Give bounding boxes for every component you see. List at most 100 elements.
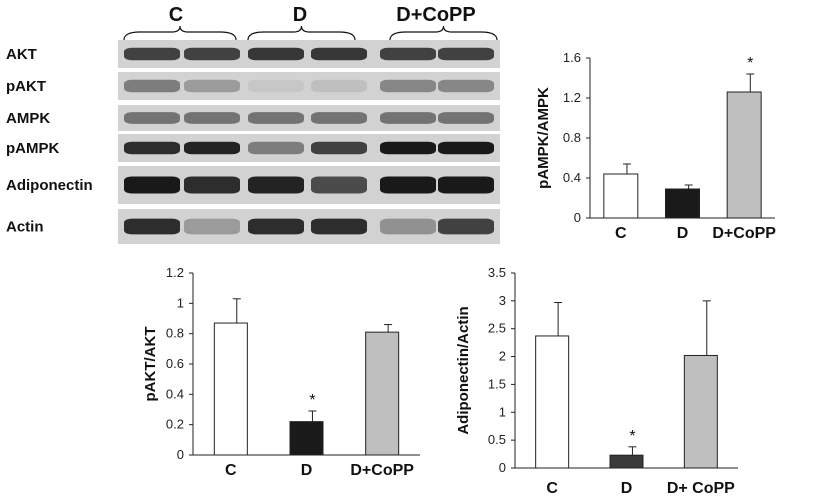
blot-band [311,218,367,235]
blot-band [184,141,240,155]
blot-band [248,79,304,93]
bar-d-copp [365,331,400,456]
y-tick-label: 3.5 [488,265,506,280]
bar-c [213,322,248,456]
blot-row-label: Adiponectin [6,177,93,194]
blot-row-label: AMPK [6,110,50,127]
x-category-label: C [615,225,627,242]
blot-band [184,176,240,194]
blot-band [438,47,494,61]
y-tick-label: 0.8 [166,326,184,341]
blot-band [184,112,240,124]
significance-star: * [629,428,635,445]
blot-band [438,218,494,235]
y-tick-label: 0 [574,210,581,225]
y-tick-label: 0.8 [563,130,581,145]
blot-band [124,141,180,155]
blot-band [184,47,240,61]
blot-band [311,141,367,155]
x-category-label: D [677,225,689,242]
bar-d-copp [683,354,718,469]
y-tick-label: 0 [499,460,506,475]
blot-band [311,47,367,61]
y-tick-label: 0.4 [563,170,581,185]
bar-c [603,173,639,219]
blot-band [124,79,180,93]
y-tick-label: 1.6 [563,50,581,65]
blot-band [380,218,436,235]
blot-row-label: Actin [6,219,44,236]
x-category-label: D+CoPP [712,225,776,242]
group-brace-2 [389,25,498,41]
blot-band [248,112,304,124]
bar-c [535,335,570,469]
blot-band [184,218,240,235]
pakt-akt-chart: 0 0.2 0.4 0.6 0.8 1 1.2 pAKT/AKT C * D D+CoPP [142,265,420,479]
x-category-label: D [621,480,633,497]
y-axis-label: Adiponectin/Actin [455,306,472,434]
x-category-label: D+CoPP [350,462,414,479]
x-category-label: C [225,462,237,479]
y-tick-label: 0.4 [166,386,184,401]
blot-row-label: AKT [6,46,37,63]
blot-group-label-c: C [169,4,183,26]
pampk-ampk-chart: 0 0.4 0.8 1.2 1.6 pAMPK/AMPK C D * D+CoPP [535,50,776,242]
bar-d [609,454,644,469]
y-tick-label: 0.5 [488,432,506,447]
blot-band [438,176,494,194]
y-axis-label: pAMPK/AMPK [535,87,552,189]
blot-band [311,176,367,194]
blot-band [438,141,494,155]
y-tick-label: 1 [177,295,184,310]
blot-row-label: pAKT [6,78,46,95]
y-tick-label: 2 [499,349,506,364]
group-brace-0 [123,25,237,41]
blot-band [248,218,304,235]
blot-band [380,141,436,155]
blot-band [124,176,180,194]
x-category-label: D+ CoPP [667,480,735,497]
blot-strip-0 [118,40,500,68]
y-tick-label: 0 [177,447,184,462]
blot-band [248,176,304,194]
blot-band [124,47,180,61]
y-axis-label: pAKT/AKT [142,327,159,402]
blot-band [248,141,304,155]
y-tick-label: 1.5 [488,376,506,391]
blot-group-label-d-copp: D+CoPP [396,4,475,26]
blot-band [438,79,494,93]
blot-band [248,47,304,61]
blot-band [124,218,180,235]
blot-row-label: pAMPK [6,140,59,157]
significance-star: * [309,392,315,409]
y-tick-label: 0.2 [166,417,184,432]
y-tick-label: 1.2 [166,265,184,280]
blot-band [124,112,180,124]
y-tick-label: 3 [499,293,506,308]
bar-d [665,188,700,219]
blot-band [380,79,436,93]
blot-strip-5 [118,209,500,244]
blot-strip-3 [118,134,500,162]
x-category-label: D [301,462,313,479]
blot-band [311,112,367,124]
western-blot-panel: C D D+CoPP AKT pAKT AMPK pAMPK Adiponectin Ac… [6,4,500,244]
x-category-label: C [546,480,558,497]
bar-d [289,421,324,456]
bar-d-copp [726,91,762,219]
y-tick-label: 2.5 [488,321,506,336]
blot-band [380,176,436,194]
blot-strip-2 [118,105,500,131]
blot-band [380,47,436,61]
y-tick-label: 1 [499,404,506,419]
blot-group-label-d: D [293,4,307,26]
adiponectin-actin-chart: 0 0.5 1 1.5 2 2.5 3 3.5 Adiponectin/Actin C * D D+ C… [455,265,738,497]
significance-star: * [747,55,753,72]
blot-band [184,79,240,93]
blot-strip-1 [118,72,500,100]
y-tick-label: 1.2 [563,90,581,105]
blot-band [438,112,494,124]
blot-band [380,112,436,124]
group-brace-1 [247,25,356,41]
